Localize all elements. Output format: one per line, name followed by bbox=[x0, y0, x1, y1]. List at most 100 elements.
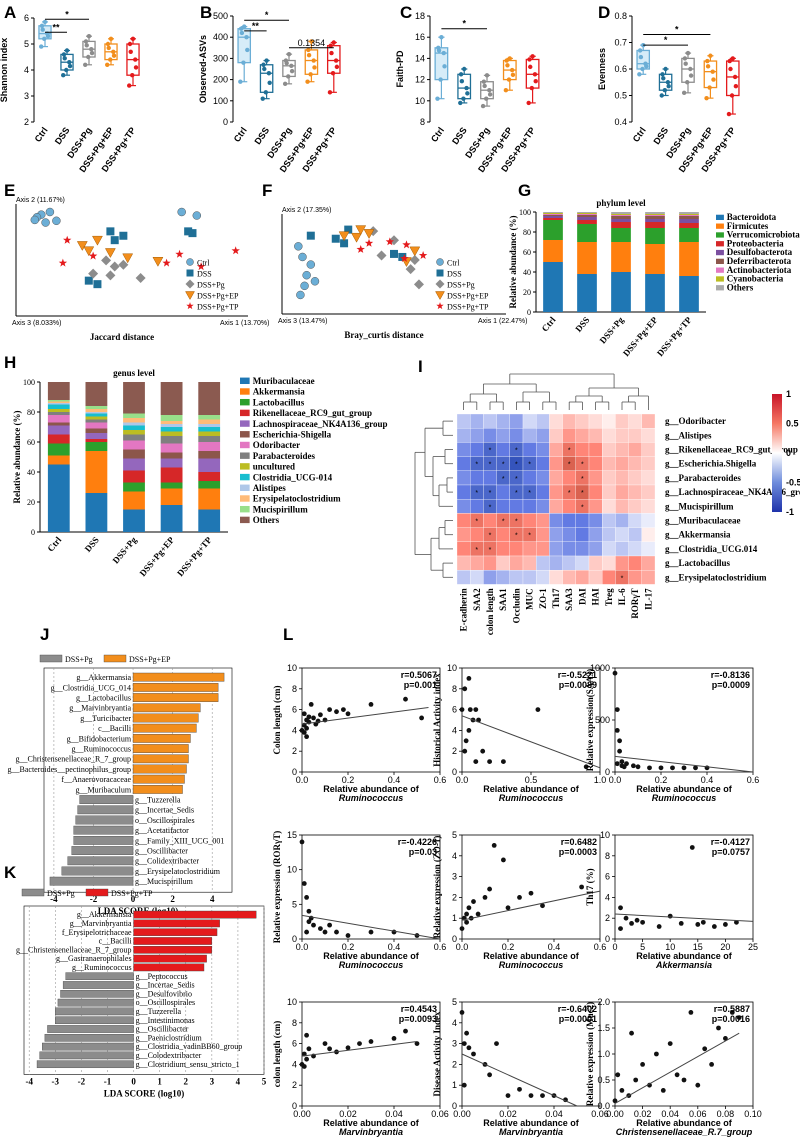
x-tick-label: Ctrl bbox=[540, 314, 558, 333]
y-tick-label: 2.0 bbox=[597, 997, 610, 1007]
y-axis-label: Th17 (%) bbox=[585, 868, 595, 905]
legend-swatch bbox=[716, 214, 724, 220]
box-body bbox=[703, 60, 718, 89]
legend-swatch bbox=[240, 505, 250, 513]
heatmap-cell bbox=[549, 413, 563, 429]
heatmap-cell bbox=[456, 456, 471, 471]
data-point bbox=[503, 88, 509, 93]
regression-line bbox=[614, 1032, 740, 1104]
data-point bbox=[617, 748, 622, 754]
data-point-ctrl bbox=[177, 207, 186, 217]
correlation-scatter: 0 2 4 6 8 10 0 5 10 15 20 25 Relative abundance ofAk… bbox=[585, 830, 758, 970]
y-tick-label: 40 bbox=[523, 268, 531, 277]
significance-label: * bbox=[664, 35, 668, 45]
heatmap-cell bbox=[536, 527, 550, 542]
lda-bar-negative bbox=[79, 795, 134, 804]
regression-line bbox=[614, 755, 754, 773]
data-point bbox=[130, 73, 135, 78]
data-point bbox=[308, 702, 314, 707]
data-point bbox=[681, 90, 687, 96]
lda-bar-negative bbox=[47, 1025, 134, 1033]
data-point bbox=[659, 93, 664, 98]
y-axis-label: Observed-ASVs bbox=[198, 35, 208, 103]
data-point bbox=[533, 78, 538, 84]
data-point bbox=[473, 759, 479, 764]
plot-frame bbox=[43, 667, 233, 893]
x-tick-label: DSS+Pg bbox=[111, 534, 139, 565]
data-point-ctrl bbox=[298, 252, 307, 262]
data-point bbox=[729, 1010, 735, 1015]
legend-swatch bbox=[716, 276, 724, 282]
x-tick-label: 0.2 bbox=[655, 775, 668, 785]
data-point-dss-pg-tp bbox=[356, 245, 365, 253]
axis-1-label: Axis 1 (22.47%) bbox=[478, 318, 527, 325]
heatmap-cell bbox=[602, 555, 616, 571]
data-point bbox=[466, 1045, 472, 1051]
panel-label-g: G bbox=[518, 181, 531, 200]
heatmap-cell bbox=[588, 527, 603, 542]
legend-label: Rikenellaceae_RC9_gut_group bbox=[253, 408, 372, 418]
data-point bbox=[705, 64, 711, 69]
y-tick-label: 200 bbox=[213, 75, 228, 85]
heatmap-cell bbox=[562, 470, 576, 486]
x-tick-label: 0.0 bbox=[296, 775, 309, 785]
data-point bbox=[262, 66, 267, 72]
x-tick-label: 0.04 bbox=[385, 1109, 403, 1119]
bar-segment-deferribacterota bbox=[645, 216, 665, 219]
lda-bar-label: g__Oscillibacter bbox=[135, 847, 188, 856]
data-point bbox=[618, 926, 623, 931]
bar-segment-proteobacteria bbox=[577, 220, 597, 224]
panel-label-a: A bbox=[4, 3, 16, 22]
data-point bbox=[614, 761, 620, 767]
heatmap-cell bbox=[588, 470, 603, 486]
dendrogram bbox=[414, 373, 649, 578]
heatmap-cell bbox=[549, 541, 563, 557]
heatmap-cell bbox=[588, 484, 603, 500]
data-point bbox=[711, 77, 716, 82]
heatmap-cell bbox=[641, 428, 656, 443]
lda-bar-label: g__Incertae_Sedis bbox=[135, 806, 194, 815]
heatmap-cell bbox=[588, 499, 603, 514]
heatmap-cell bbox=[628, 456, 642, 471]
heatmap-cell bbox=[615, 428, 629, 443]
data-point bbox=[345, 1045, 351, 1051]
y-tick-label: 16 bbox=[415, 32, 425, 42]
data-point bbox=[111, 53, 117, 58]
heatmap-cell bbox=[588, 456, 603, 471]
y-tick-label: 0 bbox=[605, 934, 610, 944]
data-point bbox=[458, 72, 464, 77]
box-body bbox=[725, 60, 740, 97]
lda-bar-positive bbox=[132, 723, 197, 733]
data-point bbox=[473, 707, 479, 712]
lda-bar-label: g__Clostridium_sensu_stricto_1 bbox=[136, 1060, 240, 1069]
row-label: g__Erysipelatoclostridium bbox=[665, 572, 767, 582]
lda-bar-positive bbox=[133, 919, 220, 928]
data-point-dss bbox=[84, 276, 93, 285]
legend-label: DSS+Pg bbox=[197, 281, 225, 290]
heatmap-cell bbox=[575, 541, 590, 557]
legend-swatch bbox=[240, 431, 250, 438]
y-tick-label: 6 bbox=[292, 1039, 297, 1049]
data-point bbox=[615, 1072, 621, 1078]
legend-swatch bbox=[716, 258, 724, 264]
data-point bbox=[640, 66, 645, 72]
legend-swatch bbox=[240, 409, 250, 417]
lda-bar-label: g__Clostridia_UCG_014 bbox=[51, 683, 131, 692]
x-axis-taxon: Ruminococcus bbox=[652, 793, 717, 803]
y-tick-label: 6 bbox=[292, 705, 297, 715]
bar-segment-firmicutes bbox=[577, 242, 597, 274]
bar-segment-deferribacterota bbox=[679, 216, 699, 219]
bar-segment-clostridia-ucg-014 bbox=[160, 427, 183, 432]
bar-segment-others bbox=[611, 212, 631, 214]
x-axis-label: Relative abundance of bbox=[636, 784, 733, 794]
legend-label: Ctrl bbox=[197, 259, 210, 268]
data-point bbox=[284, 60, 289, 66]
data-point bbox=[487, 886, 492, 892]
data-point bbox=[635, 764, 641, 770]
bar-segment-others bbox=[198, 382, 221, 415]
x-tick-label: DSS bbox=[651, 125, 670, 146]
box-ctrl bbox=[434, 35, 449, 101]
data-point bbox=[629, 921, 634, 926]
